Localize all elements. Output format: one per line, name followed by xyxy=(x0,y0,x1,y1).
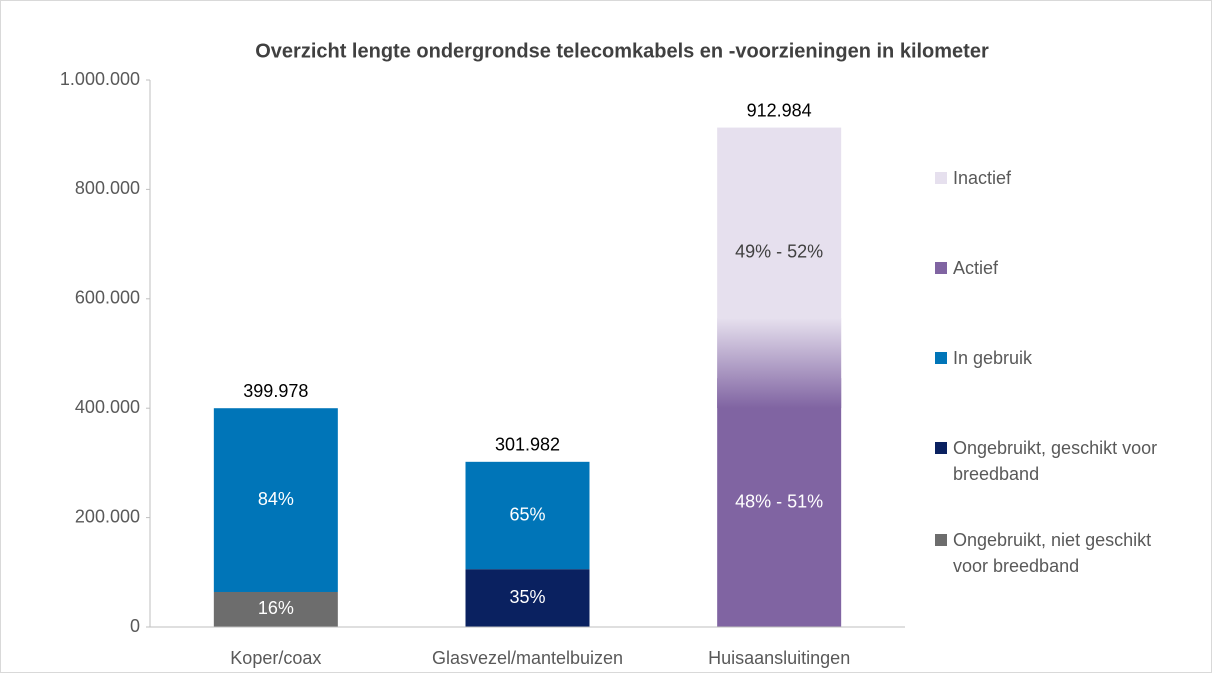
bar-segment xyxy=(213,591,338,627)
segment-label: 49% - 52% xyxy=(735,242,823,262)
legend-swatch xyxy=(935,534,947,546)
total-label: 301.982 xyxy=(495,435,560,455)
legend-item: Actief xyxy=(935,255,1195,281)
segment-label: 48% - 51% xyxy=(735,491,823,511)
legend-swatch xyxy=(935,172,947,184)
y-tick-label: 600.000 xyxy=(75,288,140,308)
legend-item: Ongebruikt, geschikt voor breedband xyxy=(935,435,1195,487)
segment-blend xyxy=(717,318,842,409)
total-label: 399.978 xyxy=(243,381,308,401)
segment-label: 35% xyxy=(509,587,545,607)
chart-title: Overzicht lengte ondergrondse telecomkab… xyxy=(255,40,989,62)
x-tick-label: Glasvezel/mantelbuizen xyxy=(432,648,623,668)
y-tick-label: 0 xyxy=(130,616,140,636)
y-tick-label: 1.000.000 xyxy=(60,69,140,89)
bar-segment xyxy=(465,461,590,570)
x-tick-label: Huisaansluitingen xyxy=(708,648,850,668)
x-tick-label: Koper/coax xyxy=(230,648,321,668)
segment-label: 16% xyxy=(258,598,294,618)
legend-label: Inactief xyxy=(953,168,1012,188)
legend-swatch xyxy=(935,352,947,364)
legend-item: Ongebruikt, niet geschikt voor breedband xyxy=(935,527,1195,579)
legend-swatch xyxy=(935,442,947,454)
legend-swatch xyxy=(935,262,947,274)
legend-item: Inactief xyxy=(935,165,1195,191)
y-tick-label: 800.000 xyxy=(75,178,140,198)
legend-label: Ongebruikt, niet geschikt voor breedband xyxy=(953,530,1152,576)
bar-segment xyxy=(213,408,338,592)
bar-segment xyxy=(465,569,590,627)
segment-label: 65% xyxy=(509,504,545,524)
legend-label: Actief xyxy=(953,258,999,278)
legend-label: In gebruik xyxy=(953,348,1033,368)
legend-item: In gebruik xyxy=(935,345,1195,371)
y-tick-label: 400.000 xyxy=(75,397,140,417)
bar-segment xyxy=(717,378,842,627)
y-tick-label: 200.000 xyxy=(75,506,140,526)
total-label: 912.984 xyxy=(747,100,812,120)
legend-label: Ongebruikt, geschikt voor breedband xyxy=(953,438,1158,484)
segment-label: 84% xyxy=(258,489,294,509)
